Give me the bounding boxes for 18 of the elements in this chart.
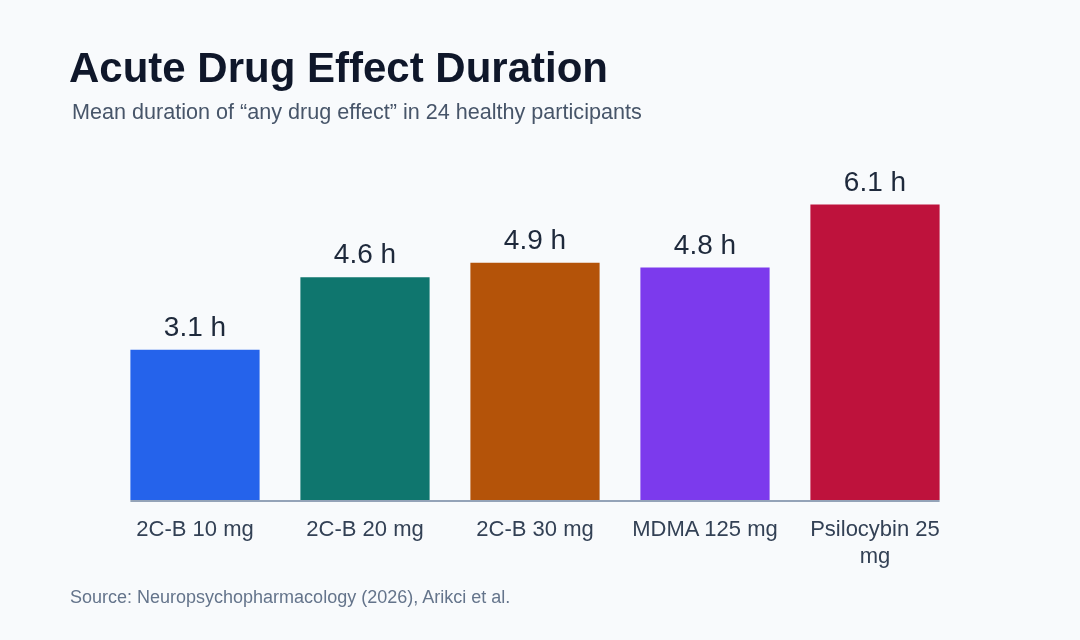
bar <box>640 267 770 500</box>
x-tick-label: 2C-B 10 mg <box>136 515 254 541</box>
bar <box>470 262 600 500</box>
x-tick-label: Psilocybin 25 mg <box>810 515 940 568</box>
x-tick-label: 2C-B 20 mg <box>306 515 424 541</box>
source-note: Source: Neuropsychopharmacology (2026), Arikci et al. <box>70 587 511 607</box>
x-tick-label: MDMA 125 mg <box>632 515 778 541</box>
data-label: 6.1 h <box>843 165 907 197</box>
bar <box>810 204 940 500</box>
chart-title: Acute Drug Effect Duration <box>69 44 609 91</box>
data-label: 4.8 h <box>673 228 737 260</box>
data-label: 4.9 h <box>503 223 567 255</box>
data-label: 3.1 h <box>163 310 227 342</box>
x-tick-label: 2C-B 30 mg <box>476 515 594 541</box>
bar <box>300 277 430 500</box>
data-label: 4.6 h <box>333 238 397 270</box>
bar <box>130 349 260 500</box>
chart-subtitle: Mean duration of “any drug effect” in 24 healthy participants <box>72 99 642 124</box>
